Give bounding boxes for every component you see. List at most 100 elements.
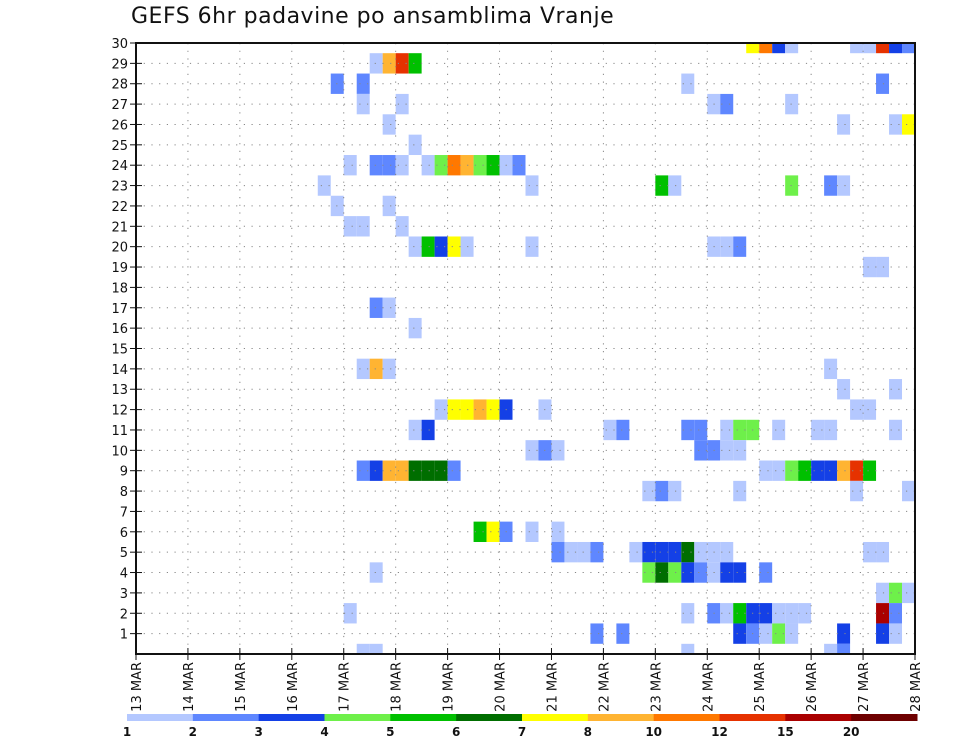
y-tick-label: 5	[120, 546, 128, 561]
heatmap-cell	[681, 541, 695, 563]
colorbar-segment	[587, 714, 655, 721]
heatmap-cell	[798, 603, 812, 624]
heatmap-cell	[876, 541, 890, 563]
heatmap-cell	[551, 521, 565, 542]
axes-layer: 1234567891011121314151617181920212223242…	[111, 37, 924, 712]
x-tick-label: 13 MAR	[130, 662, 145, 712]
y-tick-label: 14	[111, 363, 128, 378]
heatmap-cell	[655, 175, 669, 196]
y-tick-label: 23	[111, 180, 128, 195]
heatmap-cell	[655, 541, 669, 563]
heatmap-cell	[551, 440, 565, 461]
plot-frame	[135, 42, 916, 655]
x-tick-label: 15 MAR	[234, 662, 249, 712]
heatmap-cell	[876, 623, 890, 644]
heatmap-cell	[889, 603, 903, 624]
colorbar-label: 10	[645, 725, 662, 739]
chart-title: GEFS 6hr padavine po ansamblima Vranje	[131, 4, 615, 29]
heatmap-cell	[616, 623, 630, 644]
heatmap-cell	[681, 643, 695, 654]
colorbar-segment	[851, 714, 918, 721]
heatmap-cell	[408, 460, 422, 481]
heatmap-cell	[369, 358, 383, 380]
heatmap-cell	[681, 603, 695, 624]
heatmap-cell	[408, 419, 422, 441]
heatmap-cell	[525, 236, 539, 257]
heatmap-cell	[434, 155, 448, 176]
y-tick-label: 2	[120, 607, 128, 622]
colorbar-segment	[785, 714, 852, 721]
x-tick-label: 26 MAR	[805, 662, 820, 712]
colorbar-segment	[522, 714, 589, 721]
heatmap-cell	[382, 114, 396, 135]
heatmap-cell	[382, 155, 396, 176]
heatmap-cell	[343, 155, 357, 176]
y-tick-label: 25	[111, 139, 128, 154]
heatmap-cell	[876, 582, 890, 604]
x-tick-label: 25 MAR	[753, 662, 768, 712]
heatmap-cell	[356, 358, 370, 380]
heatmap-cell	[889, 379, 903, 400]
heatmap-cell	[772, 43, 786, 54]
heatmap-cell	[382, 297, 396, 318]
heatmap-cell	[720, 562, 734, 583]
heatmap-cell	[733, 440, 747, 461]
colorbar-label: 20	[843, 725, 860, 739]
heatmap-cell	[733, 562, 747, 583]
heatmap-cell	[772, 603, 786, 624]
y-tick-label: 10	[111, 444, 128, 459]
heatmap-cell	[772, 460, 786, 481]
heatmap-cell	[668, 562, 682, 583]
heatmap-cell	[382, 53, 396, 74]
y-tick-label: 12	[111, 404, 128, 419]
heatmap-cell	[603, 419, 617, 441]
y-tick-label: 26	[111, 118, 128, 133]
colorbar-label: 2	[189, 725, 197, 739]
colorbar-segment	[258, 714, 325, 721]
colorbar-segment	[456, 714, 523, 721]
heatmap-cell	[720, 93, 734, 115]
heatmap-cell	[408, 317, 422, 339]
colorbar-label: 1	[123, 725, 131, 739]
heatmap-cell	[720, 541, 734, 563]
y-tick-label: 4	[120, 567, 128, 582]
heatmap-cell	[356, 216, 370, 237]
heatmap-cell	[460, 399, 474, 420]
heatmap-cell	[681, 562, 695, 583]
heatmap-cell	[837, 114, 851, 135]
colorbar-segment	[324, 714, 391, 721]
y-tick-label: 29	[111, 57, 128, 72]
colorbar-label: 12	[711, 725, 728, 739]
y-tick-label: 27	[111, 98, 128, 113]
heatmap-cell	[486, 399, 500, 420]
colorbar-label: 6	[452, 725, 460, 739]
heatmap-cell	[434, 460, 448, 481]
heatmap-cell	[460, 155, 474, 176]
y-tick-label: 22	[111, 200, 128, 215]
colorbar-label: 7	[518, 725, 526, 739]
heatmap-cell	[421, 460, 435, 481]
heatmap-cell	[759, 603, 773, 624]
heatmap-cell	[759, 460, 773, 481]
heatmap-cell	[525, 175, 539, 196]
heatmap-cell	[395, 216, 409, 237]
heatmap-cell	[889, 43, 903, 54]
heatmap-cell	[356, 460, 370, 481]
heatmap-cell	[642, 480, 656, 502]
colorbar-segment	[653, 714, 720, 721]
heatmap-cell	[824, 358, 838, 380]
x-tick-label: 16 MAR	[286, 662, 301, 712]
heatmap-cell	[785, 43, 799, 54]
y-tick-label: 6	[120, 526, 128, 541]
heatmap-cell	[863, 541, 877, 563]
colorbar-segment	[719, 714, 786, 721]
heatmap-cell	[564, 541, 578, 563]
heatmap-cell	[668, 480, 682, 502]
heatmap-cell	[824, 460, 838, 481]
heatmap-cell	[382, 460, 396, 481]
y-tick-label: 8	[120, 485, 128, 500]
heatmap-cell	[902, 114, 915, 135]
heatmap-cell	[408, 53, 422, 74]
heatmap-cell	[720, 419, 734, 441]
heatmap-cell	[356, 73, 370, 94]
